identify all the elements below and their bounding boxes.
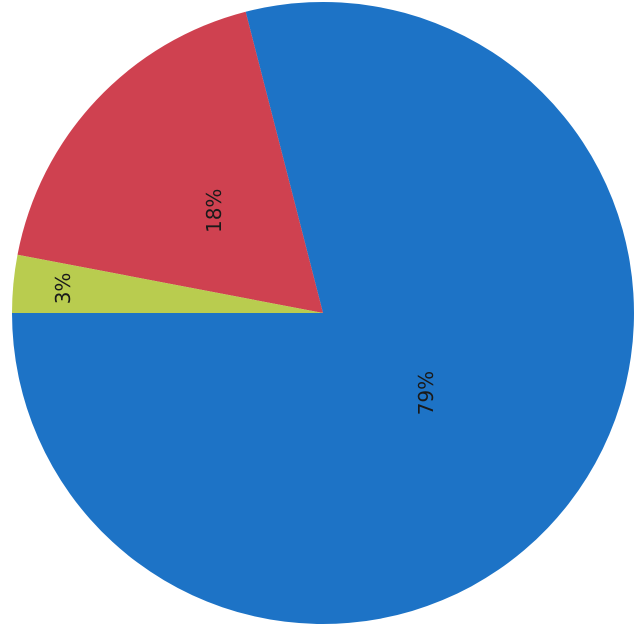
pie-slice-1 [17, 11, 323, 314]
pie-slice-label-0: 79% [414, 371, 438, 415]
pie-slice-label-1: 18% [202, 189, 226, 233]
pie-labels: 79% 18% 3% [51, 189, 438, 416]
pie-slice-label-2: 3% [51, 273, 75, 305]
pie-slice-0 [12, 2, 634, 625]
pie-slices [12, 2, 634, 625]
pie-slice-2 [12, 254, 323, 313]
